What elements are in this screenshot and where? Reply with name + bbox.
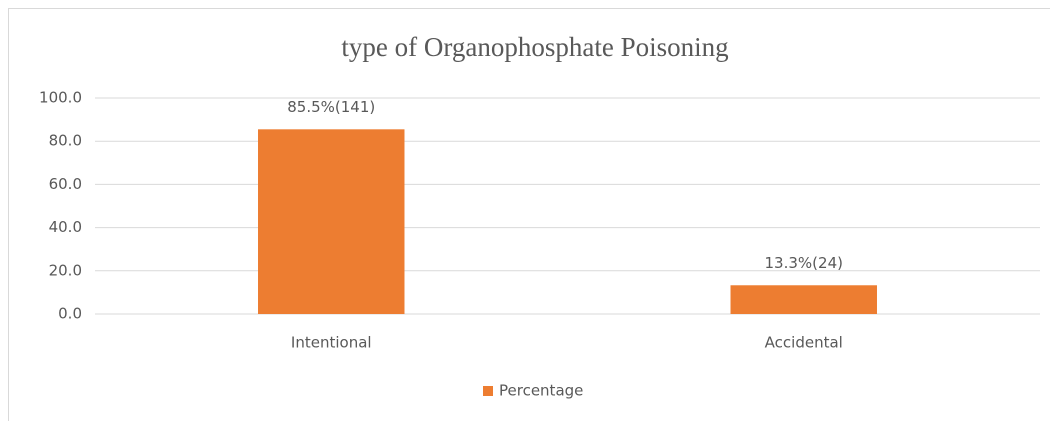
legend-swatch <box>483 386 493 396</box>
data-label: 13.3%(24) <box>765 254 843 272</box>
chart-title: type of Organophosphate Poisoning <box>341 32 728 62</box>
chart-frame <box>8 8 1050 421</box>
bar <box>730 285 877 314</box>
y-tick-label: 0.0 <box>58 305 82 323</box>
bar <box>258 129 405 314</box>
legend-label: Percentage <box>499 382 583 400</box>
y-tick-label: 60.0 <box>49 175 82 193</box>
y-tick-label: 20.0 <box>49 261 82 279</box>
y-tick-label: 40.0 <box>49 218 82 236</box>
x-tick-label: Intentional <box>291 334 372 352</box>
y-tick-label: 80.0 <box>49 132 82 150</box>
x-tick-label: Accidental <box>765 334 843 352</box>
y-tick-label: 100.0 <box>39 89 82 107</box>
data-label: 85.5%(141) <box>287 98 375 116</box>
